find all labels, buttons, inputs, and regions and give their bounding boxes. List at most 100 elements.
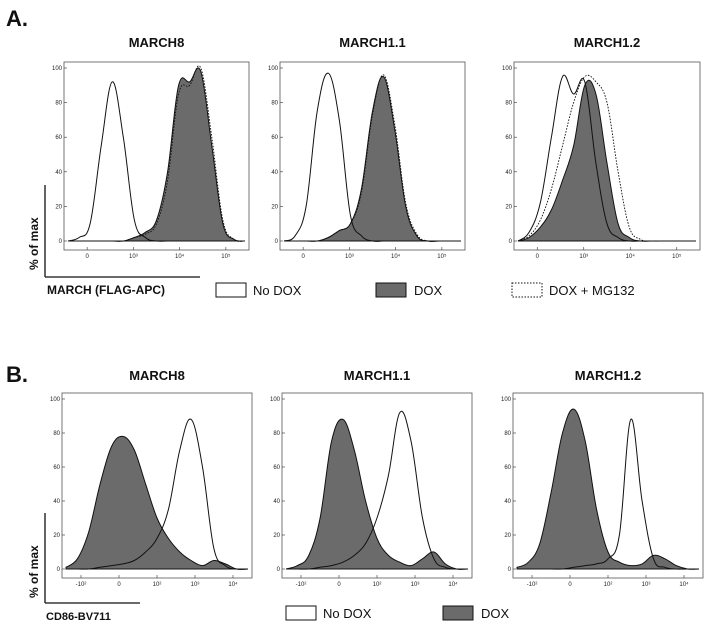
panel-a-march8-xtick-label: 10⁴ <box>175 253 185 260</box>
panel-b-march1-1-xtick-label: 10³ <box>411 582 420 588</box>
panel-a-march1-2-ytick-label: 20 <box>505 204 512 210</box>
panel-b-march8-ytick-label: 80 <box>53 431 60 437</box>
panel-b-march1-2-series-dox <box>516 408 700 570</box>
panel-a-xlabel: MARCH (FLAG-APC) <box>47 283 165 297</box>
panel-b-march8-ytick-label: 20 <box>53 533 60 539</box>
panel-a-march1-1-xtick-label: 0 <box>301 254 305 260</box>
panel-a-march8-series-dox-mg132 <box>68 65 246 242</box>
legend-a-swatch-dox <box>375 282 407 298</box>
panel-a-march1-2-ytick-label: 0 <box>509 239 513 245</box>
panel-a-march8-ytick-label: 40 <box>55 170 62 176</box>
panel-b-march1-2-xtick-label: 10⁴ <box>679 581 689 588</box>
histogram-panels: MARCH8 0 20 40 60 80 100 0 10³ 10⁴ 10⁵ MARCH1.1 0 20 4… <box>50 35 704 588</box>
panel-b-march8-xtick-label: 10⁴ <box>228 581 238 588</box>
panel-b-axis-indicator: % of max CD86-BV711 <box>27 513 140 623</box>
panel-b-march8-series-dox <box>65 435 249 570</box>
panel-a-march8-ytick-label: 60 <box>55 135 62 141</box>
panel-b-march8-xtick-label: -10² <box>76 582 87 588</box>
panel-b-label: B. <box>6 362 28 387</box>
panel-b-march1-1-ytick-label: 40 <box>273 499 280 505</box>
panel-b-march8-title: MARCH8 <box>129 368 185 383</box>
panel-a-march1-1-ytick-label: 20 <box>271 204 278 210</box>
legend-b: No DOX DOX <box>285 605 510 621</box>
legend-b-swatch-no-dox <box>285 605 317 621</box>
panel-b-march8-xtick-label: 10³ <box>191 582 200 588</box>
panel-a-march1-2-series-no-dox <box>517 74 696 242</box>
panel-a-label: A. <box>6 6 28 31</box>
panel-b-march1-2-xtick-label: -10² <box>527 582 538 588</box>
legend-a-label-dox: DOX <box>414 283 443 298</box>
panel-a-march8-ytick-label: 20 <box>55 204 62 210</box>
legend-b-label-no-dox: No DOX <box>323 606 372 621</box>
panel-a-ylabel: % of max <box>27 217 41 270</box>
panel-a-march8-title: MARCH8 <box>129 35 185 50</box>
panel-b-march1-1-xtick-label: 0 <box>337 582 341 588</box>
panel-a-march1-2-ytick-label: 80 <box>505 101 512 107</box>
panel-a-march1-2-series-dox-mg132 <box>517 74 696 242</box>
panel-a-march8-xtick-label: 0 <box>85 254 89 260</box>
panel-a-march1-1-ytick-label: 0 <box>275 239 279 245</box>
panel-b-march8-ytick-label: 0 <box>57 567 61 573</box>
panel-b-march8: MARCH8 0 20 40 60 80 100 -10² 0 10² 10³ 10⁴ <box>50 368 253 588</box>
panel-a-axis-indicator: % of max MARCH (FLAG-APC) <box>27 185 200 297</box>
panel-b-march1-2-xtick-label: 0 <box>568 582 572 588</box>
legend-b-swatch-dox <box>442 605 474 621</box>
panel-a-march1-1-series-no-dox <box>283 72 461 242</box>
panel-b-march1-1-title: MARCH1.1 <box>344 368 410 383</box>
panel-a-march8: MARCH8 0 20 40 60 80 100 0 10³ 10⁴ 10⁵ <box>52 35 250 260</box>
panel-b-march1-2-ytick-label: 100 <box>501 397 512 403</box>
panel-a-march1-1-series-dox-mg132 <box>284 74 461 242</box>
panel-a-march1-2-ytick-label: 100 <box>502 66 513 72</box>
panel-a-march8-series-no-dox <box>67 81 245 242</box>
panel-b-march1-1-ytick-label: 60 <box>273 465 280 471</box>
panel-a-march1-1-ytick-label: 100 <box>268 66 279 72</box>
panel-b-march8-ytick-label: 100 <box>50 397 61 403</box>
panel-a-march1-2-xtick-label: 10⁵ <box>672 253 682 260</box>
panel-a-march1-1-ytick-label: 40 <box>271 170 278 176</box>
panel-b-march1-1-ytick-label: 80 <box>273 431 280 437</box>
panel-b-march8-xtick-label: 10² <box>153 582 162 588</box>
panel-b-march1-1-xtick-label: 10⁴ <box>448 581 458 588</box>
panel-a-march1-1-xtick-label: 10⁴ <box>391 253 401 260</box>
legend-a: No DOX DOX DOX + MG132 <box>215 282 635 298</box>
panel-b-march1-2-ytick-label: 0 <box>508 567 512 573</box>
panel-a-march1-1-ytick-label: 60 <box>271 135 278 141</box>
panel-b-march1-2: MARCH1.2 0 20 40 60 80 100 -10² 0 10² 10³ 10⁴ <box>501 368 704 588</box>
panel-a-march1-1-xtick-label: 10³ <box>345 254 354 260</box>
panel-a-march1-2-ytick-label: 40 <box>505 170 512 176</box>
panel-b-march8-ytick-label: 40 <box>53 499 60 505</box>
panel-a-march1-2-ytick-label: 60 <box>505 135 512 141</box>
panel-b-march1-1-series-no-dox <box>286 410 469 570</box>
panel-b-march1-1-xtick-label: 10² <box>373 582 382 588</box>
panel-b-march1-2-ytick-label: 20 <box>504 533 511 539</box>
panel-a-march8-ytick-label: 0 <box>59 239 63 245</box>
panel-b-march1-2-xtick-label: 10³ <box>642 582 651 588</box>
panel-b-march8-xtick-label: 0 <box>117 582 121 588</box>
panel-a-march1-1: MARCH1.1 0 20 40 60 80 100 0 10³ 10⁴ 10⁵ <box>268 35 466 260</box>
panel-b-march1-1-ytick-label: 20 <box>273 533 280 539</box>
panel-b-march1-2-xtick-label: 10² <box>604 582 613 588</box>
panel-a-march8-xtick-label: 10³ <box>129 254 138 260</box>
panel-a-march8-xtick-label: 10⁵ <box>221 253 231 260</box>
panel-a-march1-2-xtick-label: 10⁴ <box>626 253 636 260</box>
panel-b-march1-1-xtick-label: -10² <box>296 582 307 588</box>
panel-b-march1-2-title: MARCH1.2 <box>575 368 641 383</box>
panel-b-ylabel: % of max <box>27 545 41 598</box>
panel-b-march1-1-ytick-label: 100 <box>270 397 281 403</box>
panel-b-march8-series-no-dox <box>66 418 249 570</box>
panel-a-march1-2-xtick-label: 10³ <box>579 254 588 260</box>
legend-a-swatch-dox-mg132 <box>511 282 543 298</box>
panel-b-march1-2-ytick-label: 80 <box>504 431 511 437</box>
panel-a-march1-2-title: MARCH1.2 <box>574 35 640 50</box>
panel-a-march1-1-ytick-label: 80 <box>271 101 278 107</box>
panel-a-march8-ytick-label: 80 <box>55 101 62 107</box>
panel-b-march1-1-ytick-label: 0 <box>277 567 281 573</box>
panel-b-xlabel: CD86-BV711 <box>46 611 111 623</box>
legend-a-swatch-no-dox <box>215 282 247 298</box>
panel-a-march1-2-xtick-label: 0 <box>536 254 540 260</box>
panel-b-march1-1: MARCH1.1 0 20 40 60 80 100 -10² 0 10² 10³ 10⁴ <box>270 368 473 588</box>
legend-b-label-dox: DOX <box>481 606 510 621</box>
panel-a-march1-1-title: MARCH1.1 <box>339 35 405 50</box>
panel-b-march8-ytick-label: 60 <box>53 465 60 471</box>
legend-a-label-no-dox: No DOX <box>253 283 302 298</box>
